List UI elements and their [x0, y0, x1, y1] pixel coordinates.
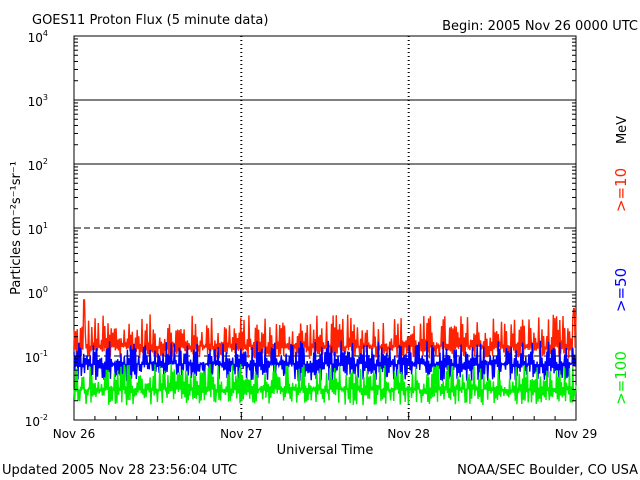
x-tick-label: Nov 27	[220, 427, 263, 441]
series-line	[73, 363, 577, 406]
legend-entry: >=50	[612, 268, 630, 312]
unit-label: MeV	[615, 116, 630, 144]
x-tick-label: Nov 28	[387, 427, 430, 441]
y-tick-exponent: 3	[43, 93, 48, 102]
y-tick-label: 10-2	[25, 413, 48, 429]
flux-series	[73, 299, 577, 406]
y-axis-label: Particles cm⁻²s⁻¹sr⁻¹	[9, 161, 24, 295]
threshold-lines	[74, 99, 576, 357]
legend: MeV >=10 >=50 >=100	[612, 116, 630, 405]
begin-label: Begin: 2005 Nov 26 0000 UTC	[442, 19, 638, 34]
y-tick-label: 104	[28, 29, 48, 45]
series-line	[73, 340, 577, 382]
y-tick-exponent: 4	[43, 29, 48, 38]
y-tick-exponent: 0	[43, 285, 48, 294]
legend-entry: >=10	[612, 168, 630, 212]
x-tick-label: Nov 26	[53, 427, 96, 441]
x-tick-label: Nov 29	[555, 427, 598, 441]
x-axis-label: Universal Time	[277, 443, 374, 458]
legend-entry: >=100	[612, 351, 630, 405]
y-tick-exponent: 1	[43, 221, 48, 230]
chart-title: GOES11 Proton Flux (5 minute data)	[32, 13, 268, 28]
y-tick-label: 102	[28, 157, 48, 173]
y-tick-exponent: -1	[40, 349, 48, 358]
series-line	[73, 299, 577, 359]
y-tick-label: 103	[28, 93, 48, 109]
y-tick-label: 100	[28, 285, 48, 301]
updated-label: Updated 2005 Nov 28 23:56:04 UTC	[2, 463, 237, 478]
y-tick-exponent: -2	[40, 413, 48, 422]
credit-label: NOAA/SEC Boulder, CO USA	[457, 463, 638, 478]
y-tick-exponent: 2	[43, 157, 48, 166]
y-tick-label: 10-1	[25, 349, 48, 365]
y-tick-label: 101	[28, 221, 48, 237]
x-axis-ticks: Nov 26 Nov 27 Nov 28 Nov 29	[53, 412, 598, 441]
